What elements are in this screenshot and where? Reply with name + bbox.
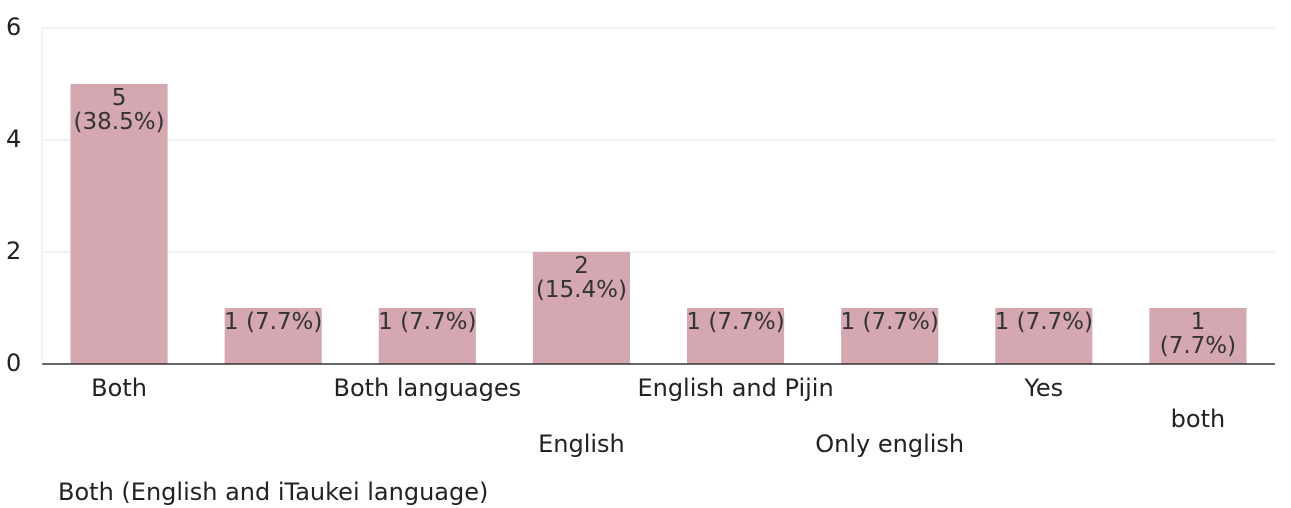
y-tick-label: 6 [6, 13, 21, 41]
value-label: 1 (7.7%) [224, 309, 323, 335]
x-tick-label: English [538, 430, 625, 458]
y-tick-label: 2 [6, 237, 21, 265]
value-label: 1 (7.7%) [686, 309, 785, 335]
y-tick-label: 4 [6, 125, 21, 153]
value-label: 1 (7.7%) [378, 309, 477, 335]
value-label: 5 (38.5%) [73, 85, 165, 135]
x-tick-label: Both (English and iTaukei language) [58, 478, 488, 506]
x-tick-label: Both languages [333, 374, 521, 402]
x-tick-label: English and Pijin [637, 374, 833, 402]
bar [841, 308, 939, 364]
value-label: 1 (7.7%) [1159, 309, 1237, 359]
bar [70, 84, 168, 364]
bar [224, 308, 322, 364]
x-tick-label: Both [91, 374, 147, 402]
value-label: 1 (7.7%) [994, 309, 1093, 335]
x-tick-label: Yes [1023, 374, 1063, 402]
bar [1149, 308, 1247, 364]
x-tick-label: Only english [815, 430, 964, 458]
x-tick-label: both [1171, 405, 1226, 433]
bar [378, 308, 476, 364]
y-tick-label: 0 [6, 349, 21, 377]
bar [532, 252, 630, 364]
bar [995, 308, 1093, 364]
value-label: 1 (7.7%) [840, 309, 939, 335]
value-label: 2 (15.4%) [535, 253, 627, 303]
bar [687, 308, 785, 364]
